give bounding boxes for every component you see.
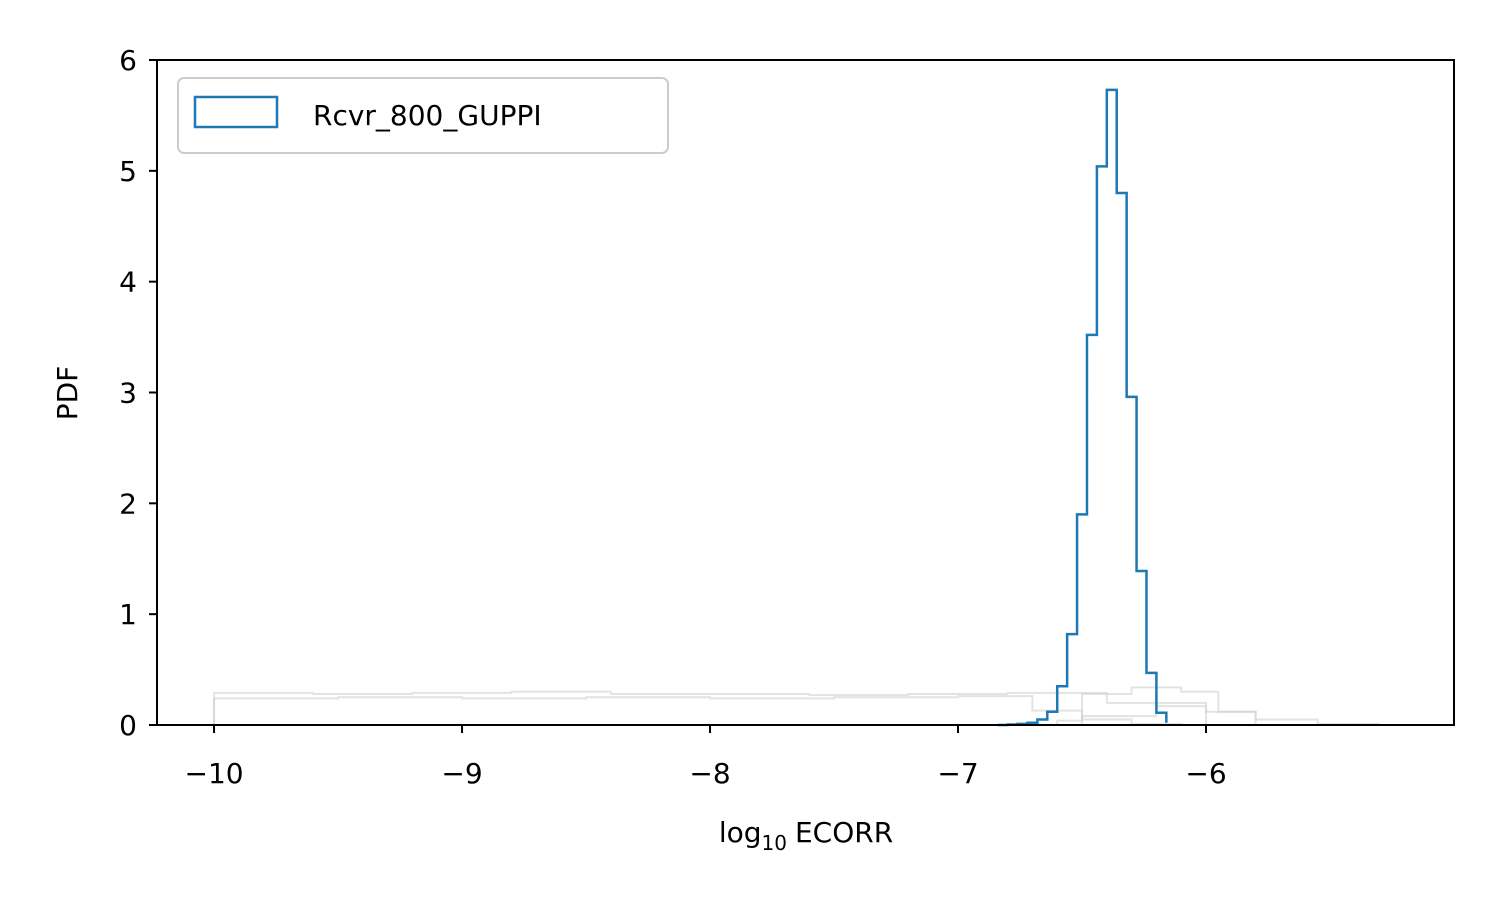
x-tick-label: −7: [937, 757, 978, 790]
legend: Rcvr_800_GUPPI: [177, 77, 669, 154]
histogram-step-background-3: [1056, 686, 1381, 725]
y-axis-label: PDF: [51, 366, 84, 421]
histogram-step-rcvr-800-guppi: [997, 88, 1168, 727]
y-tick-label: 1: [119, 598, 137, 631]
histogram-step-background-4: [1081, 705, 1257, 725]
y-tick-label: 3: [119, 377, 137, 410]
legend-entry-label: Rcvr_800_GUPPI: [313, 99, 542, 132]
legend-swatch: [193, 95, 279, 129]
y-tick-label: 0: [119, 709, 137, 742]
plot-frame: [156, 59, 1455, 726]
x-axis-label: log10 ECORR: [719, 816, 893, 855]
histogram-step-background-2: [213, 695, 1183, 725]
x-axis-ticks: −10 −9 −8 −7 −6: [184, 725, 1227, 790]
histogram-step-background-1: [213, 690, 1208, 725]
x-tick-label: −9: [441, 757, 482, 790]
background-histograms: [213, 686, 1381, 725]
x-tick-label: −6: [1185, 757, 1226, 790]
legend-box: [177, 77, 669, 154]
x-tick-label: −8: [689, 757, 730, 790]
y-tick-label: 6: [119, 44, 137, 77]
highlighted-histogram: [997, 88, 1168, 727]
x-tick-label: −10: [184, 757, 243, 790]
y-tick-label: 2: [119, 487, 137, 520]
y-tick-label: 4: [119, 266, 137, 299]
y-axis-ticks: 0 1 2 3 4 5 6: [119, 44, 157, 742]
y-tick-label: 5: [119, 155, 137, 188]
